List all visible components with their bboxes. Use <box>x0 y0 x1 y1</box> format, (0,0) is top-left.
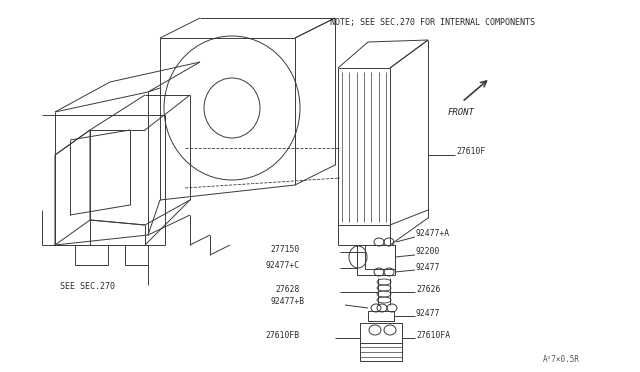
Text: 27626: 27626 <box>416 285 440 294</box>
Bar <box>360 323 402 361</box>
Text: SEE SEC.270: SEE SEC.270 <box>61 282 115 291</box>
Text: 92200: 92200 <box>416 247 440 257</box>
Bar <box>368 311 394 321</box>
Text: 277150: 277150 <box>271 244 300 253</box>
Text: FRONT: FRONT <box>448 108 475 117</box>
Text: NOTE; SEE SEC.270 FOR INTERNAL COMPONENTS: NOTE; SEE SEC.270 FOR INTERNAL COMPONENT… <box>330 18 535 27</box>
Text: 92477: 92477 <box>416 308 440 317</box>
Bar <box>357 245 395 275</box>
Bar <box>365 245 395 269</box>
Text: 92477+C: 92477+C <box>266 260 300 269</box>
Text: 92477+A: 92477+A <box>416 230 450 238</box>
Text: 27610F: 27610F <box>456 148 485 157</box>
Text: 27610FB: 27610FB <box>266 330 300 340</box>
Text: 27628: 27628 <box>276 285 300 294</box>
Text: A²7×0.5R: A²7×0.5R <box>543 355 580 364</box>
Text: 92477+B: 92477+B <box>271 298 305 307</box>
Text: 27610FA: 27610FA <box>416 330 450 340</box>
Text: 92477: 92477 <box>416 263 440 273</box>
